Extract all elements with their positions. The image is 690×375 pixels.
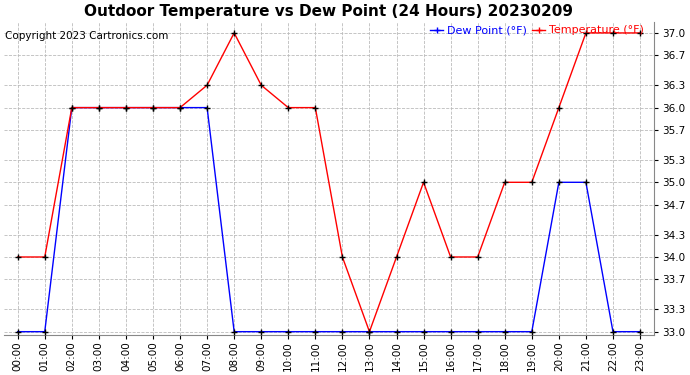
Title: Outdoor Temperature vs Dew Point (24 Hours) 20230209: Outdoor Temperature vs Dew Point (24 Hou…: [84, 4, 573, 19]
Text: Copyright 2023 Cartronics.com: Copyright 2023 Cartronics.com: [6, 31, 169, 41]
Legend: Dew Point (°F), Temperature (°F): Dew Point (°F), Temperature (°F): [426, 21, 648, 40]
